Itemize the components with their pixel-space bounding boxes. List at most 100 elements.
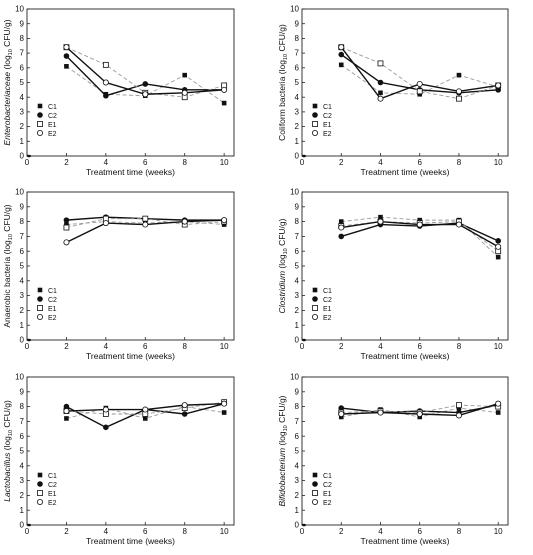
y-axis-label-unit: CFU/g) [2, 400, 12, 430]
legend-marker-c2 [312, 112, 318, 118]
x-tick-label: 0 [25, 527, 30, 536]
legend-marker-e1 [312, 305, 318, 311]
y-tick-label: 0 [20, 521, 25, 530]
y-tick-label: 7 [20, 417, 25, 426]
data-point-e1-week-2 [63, 224, 70, 231]
data-point-e2-week-4 [102, 79, 109, 86]
x-tick-label: 8 [182, 527, 187, 536]
data-point-e2-week-10 [495, 243, 502, 250]
y-tick-label: 9 [295, 202, 300, 211]
plot-frame [26, 191, 235, 341]
plot-frame [26, 376, 235, 526]
y-axis-label-text: (log [277, 254, 287, 271]
x-tick-label: 4 [104, 158, 109, 167]
y-axis-label-subscript: 10 [283, 425, 289, 431]
data-point-c2-week-2 [338, 51, 345, 58]
data-point-e2-week-2 [63, 239, 70, 246]
x-tick-label: 6 [417, 158, 422, 167]
y-axis-label-text: Anaerobic bacteria (log [2, 240, 12, 328]
y-tick-label: 2 [20, 491, 25, 500]
origin-marker [27, 338, 31, 342]
y-tick-label: 10 [15, 188, 24, 197]
y-axis-label: Lactobacillus (log10 CFU/g) [2, 400, 14, 502]
legend: C1 C2 E1 E2 [311, 472, 332, 507]
x-tick-label: 4 [378, 158, 383, 167]
legend-marker-c2 [312, 296, 318, 302]
legend-label-c1: C1 [48, 104, 57, 111]
chart-panel-2: 0 1 2 3 4 5 6 7 8 9 10 0 2 4 6 8 10 Treatment time (weeks… [277, 5, 509, 177]
legend-marker-c1 [312, 472, 318, 478]
y-axis-label: Clostridium (log10 CFU/g) [277, 218, 289, 313]
y-tick-label: 8 [20, 402, 25, 411]
x-tick-label: 10 [220, 342, 229, 351]
series-points-e2 [63, 217, 228, 246]
y-tick-label: 9 [20, 19, 25, 28]
data-point-e1-week-4 [377, 60, 384, 67]
legend-marker-e2 [37, 498, 44, 505]
data-point-e2-week-8 [181, 89, 188, 96]
legend-marker-e2 [37, 129, 44, 136]
y-tick-label: 0 [295, 336, 300, 345]
data-point-c1-week-10 [221, 410, 227, 415]
data-point-c2-week-10 [495, 87, 501, 93]
y-tick-label: 5 [20, 78, 25, 87]
data-point-c1-week-2 [64, 64, 69, 69]
legend-label-c1: C1 [323, 288, 332, 295]
data-point-e2-week-10 [495, 82, 502, 89]
y-tick-label: 1 [20, 137, 25, 146]
y-tick-label: 9 [20, 387, 25, 396]
data-point-e2-week-4 [377, 409, 384, 416]
data-point-c1-week-2 [64, 222, 69, 227]
y-tick-label: 8 [295, 402, 300, 411]
legend-marker-c2 [37, 112, 43, 118]
y-tick-label: 0 [20, 152, 25, 161]
y-tick-label: 4 [295, 93, 300, 102]
legend-label-c1: C1 [48, 473, 57, 480]
y-tick-label: 10 [290, 188, 299, 197]
y-axis-label: Bifidobacterium (log10 CFU/g) [277, 395, 289, 506]
data-point-c2-week-8 [181, 411, 188, 417]
legend-marker-c1 [312, 287, 318, 293]
y-tick-label: 6 [20, 247, 25, 256]
y-tick-label: 1 [295, 506, 300, 515]
legend-marker-e2 [311, 129, 318, 136]
legend-marker-e2 [37, 313, 44, 320]
y-tick-label: 6 [295, 247, 300, 256]
y-tick-label: 3 [295, 291, 300, 300]
x-tick-label: 6 [143, 527, 148, 536]
y-axis-label-subscript: 10 [8, 430, 14, 436]
y-tick-label: 4 [295, 461, 300, 470]
legend: C1 C2 E1 E2 [37, 287, 57, 322]
data-point-c1-week-10 [221, 100, 227, 106]
x-tick-label: 0 [300, 342, 305, 351]
legend: C1 C2 E1 E2 [37, 103, 57, 138]
y-tick-label: 10 [290, 373, 299, 382]
data-point-e2-week-2 [338, 410, 345, 417]
legend-label-e2: E2 [48, 500, 57, 507]
data-point-e2-week-6 [416, 221, 423, 228]
y-tick-label: 0 [295, 521, 300, 530]
y-tick-label: 8 [20, 34, 25, 43]
x-tick-label: 2 [339, 527, 344, 536]
x-tick-label: 0 [25, 342, 30, 351]
data-point-e2-week-4 [377, 218, 384, 225]
y-axis-label-subscript: 10 [283, 248, 289, 254]
y-tick-label: 6 [295, 432, 300, 441]
chart-panel-3: 0 1 2 3 4 5 6 7 8 9 10 0 2 4 6 8 10 Treatment time (weeks… [2, 188, 235, 361]
legend-marker-e1 [37, 305, 43, 311]
origin-marker [27, 523, 31, 527]
y-tick-label: 9 [295, 19, 300, 28]
y-axis-label-subscript: 10 [8, 49, 14, 55]
data-point-c1-week-2 [338, 219, 344, 224]
data-point-e2-week-2 [338, 224, 345, 231]
legend-marker-e2 [311, 313, 318, 320]
legend-marker-c2 [312, 481, 318, 487]
y-tick-label: 0 [20, 336, 25, 345]
y-tick-label: 6 [20, 432, 25, 441]
data-point-e2-week-10 [221, 217, 228, 224]
y-tick-label: 1 [295, 137, 300, 146]
legend-label-c2: C2 [48, 482, 57, 489]
x-tick-label: 8 [457, 158, 462, 167]
